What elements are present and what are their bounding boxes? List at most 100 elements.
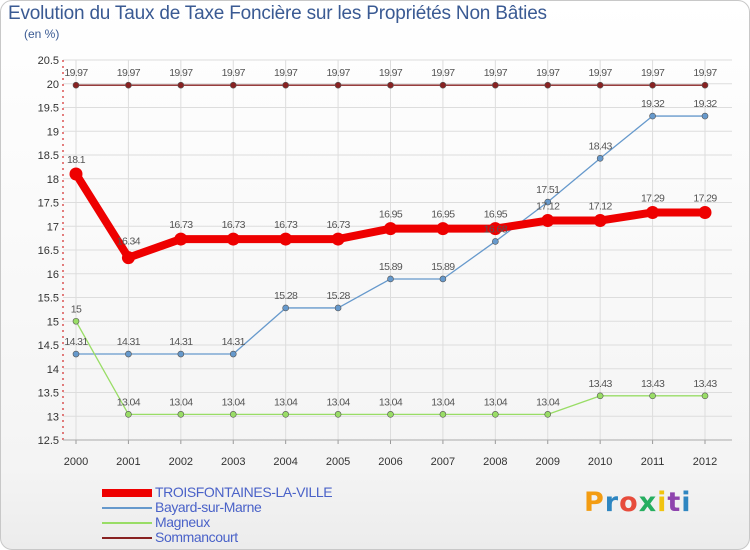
data-label: 17.29: [693, 192, 717, 204]
data-point: [698, 205, 712, 219]
data-label: 13.04: [326, 396, 350, 408]
data-label: 19.97: [431, 67, 455, 79]
data-label: 16.73: [326, 219, 350, 231]
logo-letter: o: [619, 487, 639, 518]
y-tick-label: 17.5: [38, 198, 59, 210]
data-point: [544, 198, 552, 206]
data-label: 14.31: [222, 336, 246, 348]
data-point: [125, 411, 132, 418]
data-label: 13.43: [641, 378, 665, 390]
y-tick-label: 13: [47, 411, 59, 423]
data-label: 13.04: [431, 396, 455, 408]
data-label: 15.89: [379, 261, 403, 273]
y-tick-label: 13.5: [38, 388, 59, 400]
data-label: 19.97: [693, 67, 717, 79]
x-tick-label: 2000: [64, 456, 88, 468]
data-label: 13.43: [693, 378, 717, 390]
data-point: [649, 112, 656, 120]
legend-label: TROISFONTAINES-LA-VILLE: [155, 484, 333, 500]
data-point: [334, 411, 342, 418]
data-point: [544, 411, 552, 418]
data-label: 19.32: [693, 98, 717, 110]
data-label: 19.32: [641, 98, 665, 110]
logo-letter: t: [667, 487, 682, 518]
data-label: 19.97: [641, 67, 665, 79]
y-tick-label: 12.5: [38, 435, 59, 447]
data-label: 13.04: [222, 396, 246, 408]
data-point: [439, 81, 447, 89]
data-point: [387, 411, 394, 418]
data-point: [436, 222, 450, 236]
data-label: 16.73: [169, 219, 193, 231]
data-label: 13.43: [589, 378, 613, 390]
legend-swatch: [102, 536, 152, 539]
data-label: 13.04: [117, 396, 141, 408]
data-label: 16.34: [117, 236, 141, 248]
data-label: 19.97: [484, 67, 508, 79]
data-point: [649, 392, 656, 400]
data-point: [72, 81, 80, 89]
data-point: [331, 232, 345, 246]
x-tick-label: 2003: [221, 456, 245, 468]
data-point: [544, 81, 552, 89]
logo-letter: i: [657, 487, 668, 518]
data-point: [125, 81, 132, 89]
data-point: [701, 392, 709, 400]
data-point: [596, 392, 604, 400]
data-label: 19.97: [589, 67, 613, 79]
data-label: 19.97: [64, 67, 88, 79]
data-point: [282, 411, 289, 418]
data-label: 17.12: [536, 201, 560, 213]
data-point: [492, 81, 499, 89]
data-label: 13.04: [484, 396, 508, 408]
data-label: 13.04: [274, 396, 298, 408]
y-tick-label: 17: [47, 221, 59, 233]
axes: 12.5 13 13.5 14 14.5 15 15.5 16 16.5 17 17.5 18 18.5…: [38, 55, 732, 468]
data-label: 15: [71, 303, 82, 315]
legend-label: Bayard-sur-Marne: [155, 499, 262, 515]
data-label: 19.97: [222, 67, 246, 79]
data-label: 18.1: [67, 154, 86, 166]
x-tick-label: 2006: [378, 456, 402, 468]
x-tick-label: 2008: [483, 456, 507, 468]
data-labels: 18.1 16.34 16.73 16.73 16.73 16.73 16.95 16.95 1…: [64, 67, 718, 408]
chart-subtitle: (en %): [24, 27, 60, 41]
logo-letter: i: [681, 487, 692, 518]
data-label: 15.28: [274, 290, 298, 302]
data-point: [279, 232, 293, 246]
y-tick-label: 16.5: [38, 245, 59, 257]
y-tick-label: 14.5: [38, 340, 59, 352]
series-lines: [69, 81, 712, 418]
legend-swatch: [102, 521, 152, 524]
y-tick-label: 15.5: [38, 293, 59, 305]
x-tick-label: 2001: [116, 456, 140, 468]
y-tick-label: 19: [47, 126, 59, 138]
data-point: [384, 222, 397, 236]
legend-swatch: [102, 488, 152, 497]
data-label: 15.28: [326, 290, 350, 302]
legend-label: Sommancourt: [155, 529, 238, 545]
data-label: 19.97: [326, 67, 350, 79]
data-label: 14.31: [169, 336, 193, 348]
data-point: [334, 304, 342, 312]
data-point: [439, 275, 447, 283]
data-label: 16.73: [274, 219, 298, 231]
data-label: 16.95: [431, 209, 455, 221]
chart-title: Evolution du Taux de Taxe Foncière sur l…: [8, 3, 547, 24]
data-point: [229, 81, 237, 89]
data-point: [282, 81, 289, 89]
data-label: 19.97: [379, 67, 403, 79]
proxiti-logo: Proxiti: [584, 487, 692, 518]
logo-letter: x: [638, 487, 658, 518]
data-label: 14.31: [64, 336, 88, 348]
data-point: [701, 81, 709, 89]
data-point: [596, 155, 604, 162]
data-point: [177, 81, 185, 89]
data-point: [121, 251, 135, 265]
data-label: 16.73: [222, 219, 246, 231]
data-label: 18.43: [589, 140, 613, 152]
data-label: 19.97: [169, 67, 193, 79]
x-tick-label: 2004: [273, 456, 297, 468]
data-point: [72, 350, 80, 358]
data-point: [174, 232, 188, 246]
